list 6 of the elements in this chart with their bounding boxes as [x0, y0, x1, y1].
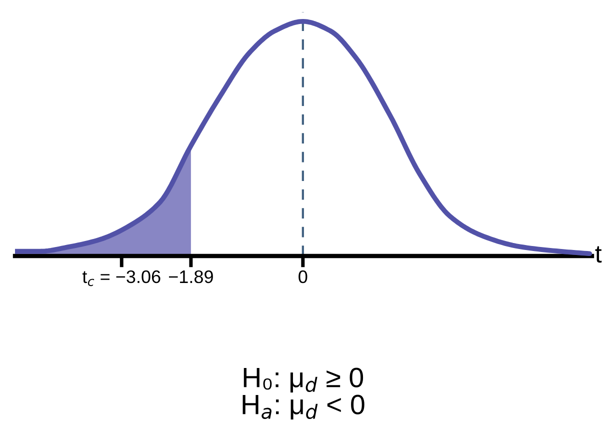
text: H$_{a}$: μ$_{d}$ < 0: [242, 394, 364, 420]
x-tick-label: t$_{c}$ = −3.06: [82, 270, 160, 286]
text: H₀: μ$_{d}$ ≥ 0: [244, 368, 364, 392]
x-axis-title: t: [595, 246, 602, 263]
x-tick-label: −1.89: [168, 270, 213, 284]
x-tick-label: 0: [298, 270, 308, 284]
